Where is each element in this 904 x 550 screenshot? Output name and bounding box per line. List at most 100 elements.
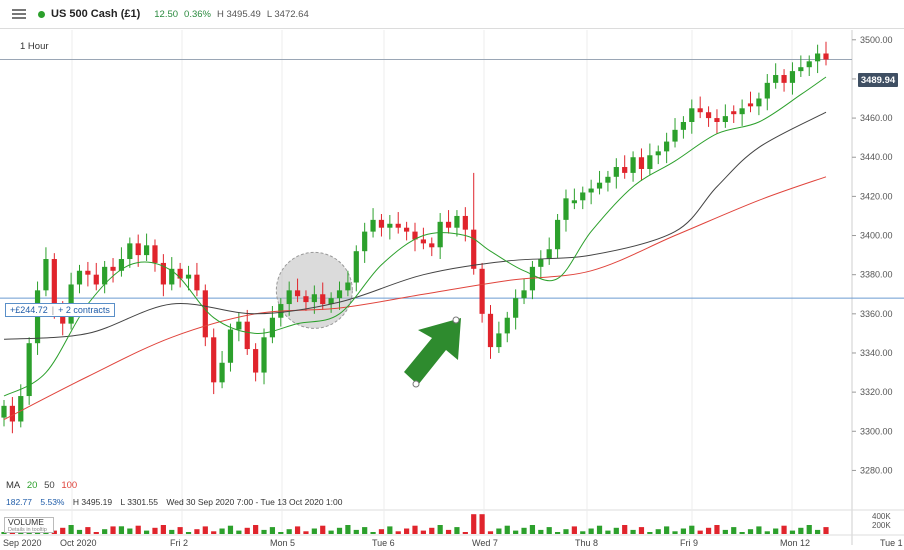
volume-bar <box>93 532 99 534</box>
volume-bar <box>454 527 460 534</box>
volume-tick-label: 400K <box>872 512 891 521</box>
volume-bar <box>127 528 133 534</box>
volume-bar <box>630 529 636 534</box>
candle-body <box>102 266 108 285</box>
candle-body <box>596 182 603 189</box>
y-tick-label: 3340.00 <box>860 348 893 358</box>
position-label[interactable]: +£244.72 | + 2 contracts <box>5 303 115 317</box>
candle-body <box>546 249 552 260</box>
candle-body <box>387 223 393 228</box>
volume-bar <box>806 525 812 534</box>
header-bar: US 500 Cash (£1) 12.50 0.36% H 3495.49 L… <box>0 0 904 29</box>
volume-bar <box>756 526 762 534</box>
volume-bar <box>60 527 66 534</box>
volume-bar <box>160 525 166 534</box>
position-contracts: + 2 contracts <box>58 305 110 315</box>
volume-bar <box>429 527 435 534</box>
session-low: L 3472.64 <box>266 8 309 20</box>
candle-body <box>722 116 728 122</box>
volume-bar <box>546 527 552 534</box>
y-tick-label: 3280.00 <box>860 465 893 475</box>
volume-label[interactable]: VOLUME Details in tooltip <box>4 517 54 533</box>
candle-body <box>177 268 183 279</box>
volume-bar <box>269 527 276 534</box>
y-tick-label: 3380.00 <box>860 270 893 280</box>
hamburger-icon[interactable] <box>12 9 26 19</box>
volume-bar <box>773 528 779 534</box>
volume-bar <box>219 528 225 534</box>
candle-body <box>680 122 687 130</box>
candle-body <box>563 198 569 220</box>
candle-body <box>311 294 317 303</box>
volume-bar <box>404 528 410 534</box>
candle-body <box>429 243 435 248</box>
candle-body <box>269 317 276 338</box>
volume-bar <box>689 525 695 534</box>
volume-bar <box>789 530 796 534</box>
x-axis-label: Fri 2 <box>170 538 188 548</box>
volume-bar <box>152 527 158 534</box>
instrument-name[interactable]: US 500 Cash (£1) <box>51 8 141 20</box>
candle-body <box>202 290 208 338</box>
volume-bar <box>697 530 703 534</box>
candle-body <box>303 296 309 303</box>
ma-legend[interactable]: MA 20 50 100 <box>6 480 81 491</box>
candle-body <box>647 155 653 169</box>
candle-body <box>43 259 49 291</box>
volume-bar <box>202 526 208 534</box>
candle-body <box>185 274 192 279</box>
candle-body <box>143 245 150 256</box>
volume-bar <box>311 528 317 534</box>
candle-body <box>370 219 376 232</box>
volume-bar <box>714 525 720 534</box>
volume-bar <box>655 529 661 534</box>
ma-legend-20: 20 <box>26 480 38 491</box>
green-arrow-annotation <box>404 316 461 388</box>
ma-legend-100: 100 <box>61 480 78 491</box>
candle-body <box>227 329 234 363</box>
candle-body <box>823 53 829 60</box>
candle-body <box>588 188 594 193</box>
candle-body <box>605 176 611 183</box>
y-tick-label: 3300.00 <box>860 426 893 436</box>
volume-bar <box>571 526 577 534</box>
info-high: H 3495.19 <box>72 497 113 507</box>
candle-body <box>135 243 141 256</box>
candle-body <box>705 112 712 119</box>
candle-body <box>622 167 628 173</box>
candle-body <box>714 118 720 122</box>
y-tick-label: 3320.00 <box>860 387 893 397</box>
x-axis-label: Wed 7 <box>472 538 498 548</box>
candle-body <box>747 103 754 107</box>
volume-bar <box>588 528 594 534</box>
volume-bar <box>554 532 561 534</box>
y-tick-label: 3440.00 <box>860 152 893 162</box>
ma20-line <box>3 76 827 397</box>
volume-bar <box>328 530 334 534</box>
volume-bar <box>412 525 418 534</box>
price-change: 12.50 <box>154 8 179 20</box>
volume-bar <box>1 532 7 534</box>
candle-body <box>118 259 125 271</box>
y-tick-label: 3500.00 <box>860 35 893 45</box>
session-high: H 3495.49 <box>216 8 261 20</box>
volume-bar <box>227 525 234 534</box>
volume-bar <box>110 526 116 534</box>
timeframe-label[interactable]: 1 Hour <box>20 41 49 52</box>
y-tick-label: 3420.00 <box>860 191 893 201</box>
volume-bar <box>85 527 91 534</box>
volume-bar <box>345 525 351 534</box>
candle-body <box>378 219 385 228</box>
x-axis-label: Sep 2020 <box>3 538 42 548</box>
candle-body <box>773 75 779 83</box>
volume-bar <box>303 531 309 534</box>
volume-bar <box>102 529 108 534</box>
candle-body <box>789 71 796 83</box>
volume-bar <box>135 525 141 534</box>
volume-bar <box>253 525 259 534</box>
volume-bar <box>76 529 83 534</box>
volume-bar <box>362 527 368 534</box>
candle-body <box>689 108 695 122</box>
candle-body <box>85 270 91 275</box>
